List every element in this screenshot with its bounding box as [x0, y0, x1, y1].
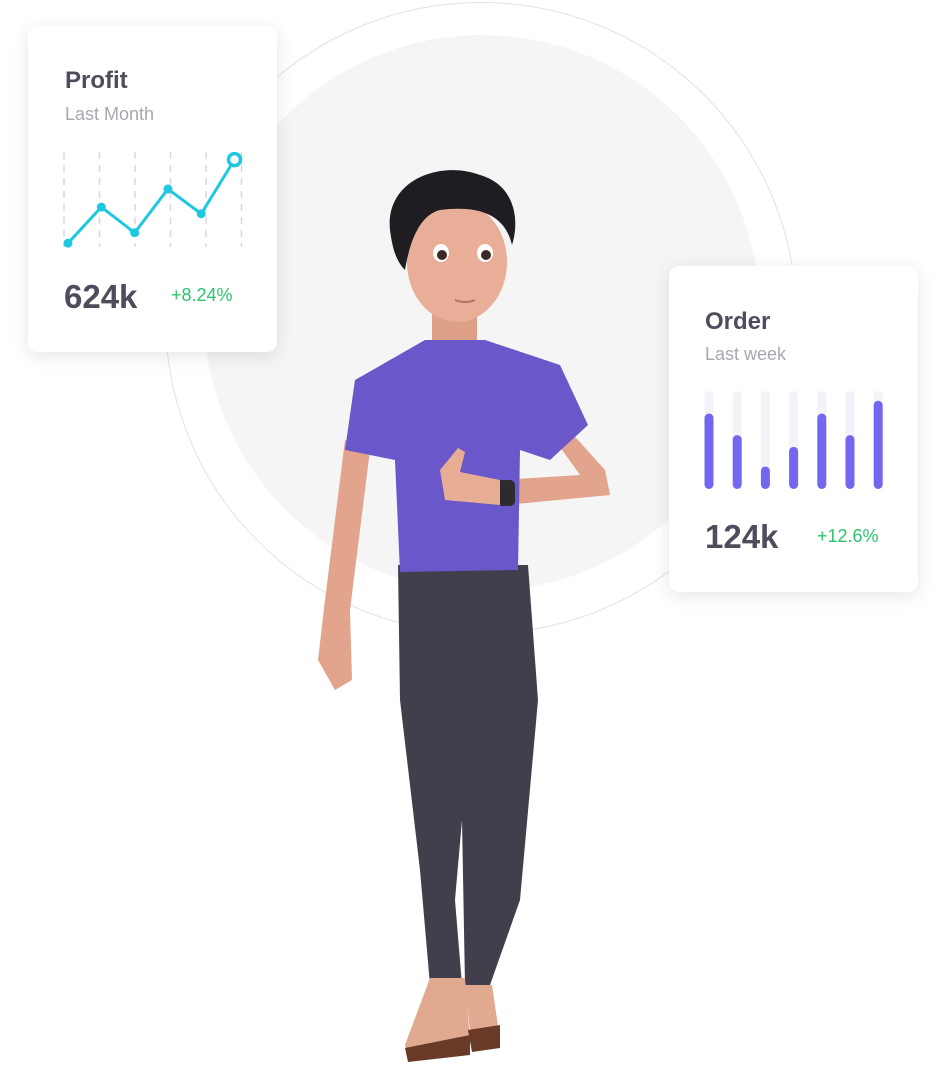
bar: [760, 466, 770, 489]
profit-series-line: [66, 158, 236, 245]
character-watch: [497, 480, 515, 506]
data-point: [196, 209, 206, 219]
character-illustration: [318, 170, 610, 1062]
bar: [873, 400, 883, 489]
profit-card: Profit Last Month 624k +8.24%: [28, 26, 277, 352]
data-point: [63, 238, 73, 248]
character-head: [407, 202, 507, 322]
data-point-highlight: [226, 151, 243, 168]
data-point: [130, 228, 140, 238]
order-value: 124k: [705, 518, 779, 555]
bar: [789, 446, 799, 489]
bar: [704, 413, 714, 489]
character-left-arm: [318, 440, 370, 690]
profit-value: 624k: [64, 278, 138, 315]
character-pants: [398, 565, 538, 985]
bar: [817, 413, 827, 489]
character-shirt: [345, 340, 588, 572]
profit-change: +8.24%: [171, 285, 233, 305]
bar-track: [760, 391, 770, 489]
profit-line-chart: [63, 151, 243, 248]
profit-title: Profit: [65, 67, 128, 94]
data-point: [96, 202, 106, 212]
order-subtitle: Last week: [705, 344, 787, 364]
order-card: Order Last week 124k +12.6%: [669, 266, 918, 592]
order-title: Order: [705, 308, 771, 335]
bar: [732, 435, 742, 489]
order-change: +12.6%: [817, 526, 879, 546]
profit-subtitle: Last Month: [65, 104, 155, 124]
data-point: [163, 184, 173, 194]
bar: [845, 435, 855, 489]
order-bar-chart: [704, 391, 883, 489]
character-hair: [389, 170, 516, 270]
